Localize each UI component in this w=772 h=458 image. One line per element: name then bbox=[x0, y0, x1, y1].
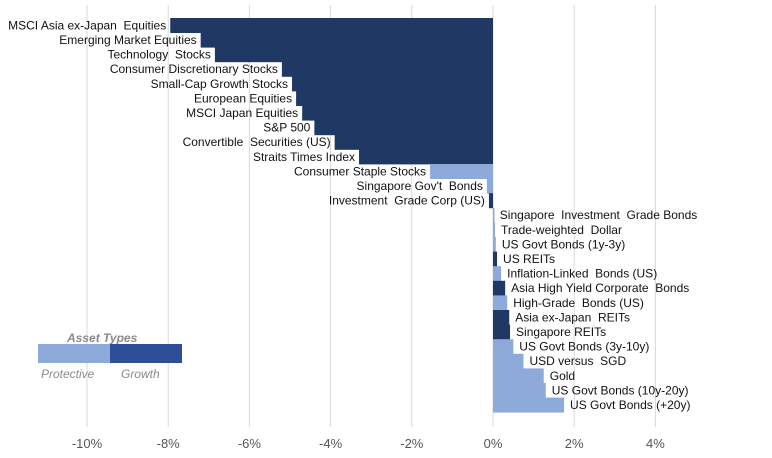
x-axis-ticks: -10% -8% -6% -4% -2% 0% 2% 4% bbox=[72, 436, 665, 451]
category-label: Singapore Gov't Bonds bbox=[357, 179, 483, 193]
bar bbox=[292, 76, 493, 92]
bar bbox=[430, 164, 493, 179]
category-label: US Govt Bonds (+20y) bbox=[570, 398, 690, 412]
bar bbox=[488, 193, 493, 209]
bar bbox=[170, 18, 494, 33]
category-label: Convertible Securities (US) bbox=[183, 135, 331, 149]
category-label: Straits Times Index bbox=[253, 150, 355, 164]
x-tick-label: -8% bbox=[157, 436, 181, 451]
bar bbox=[493, 397, 565, 413]
bar bbox=[200, 32, 493, 48]
category-label: S&P 500 bbox=[263, 121, 310, 135]
bar bbox=[486, 178, 493, 194]
category-label: Asia High Yield Corporate Bonds bbox=[511, 281, 689, 295]
bar bbox=[214, 47, 493, 63]
category-label: Consumer Staple Stocks bbox=[294, 164, 426, 178]
legend-swatch-protective bbox=[38, 344, 110, 363]
category-label: High-Grade Bonds (US) bbox=[513, 296, 644, 310]
x-tick-label: -6% bbox=[238, 436, 262, 451]
bar bbox=[493, 295, 508, 311]
category-label: Inflation-Linked Bonds (US) bbox=[507, 267, 657, 281]
legend-swatch-growth bbox=[110, 344, 182, 363]
x-tick-label: -2% bbox=[400, 436, 424, 451]
bar bbox=[302, 105, 493, 121]
category-label: European Equities bbox=[194, 91, 292, 105]
legend: Asset Types Protective Growth bbox=[38, 331, 182, 381]
bars bbox=[170, 18, 565, 413]
x-tick-label: 0% bbox=[484, 436, 503, 451]
bar bbox=[493, 266, 502, 282]
category-label: Singapore Investment Grade Bonds bbox=[500, 208, 697, 222]
bar bbox=[493, 353, 524, 369]
x-tick-label: -10% bbox=[72, 436, 103, 451]
x-tick-label: -4% bbox=[319, 436, 343, 451]
category-label: USD versus SGD bbox=[529, 354, 626, 368]
category-label: MSCI Asia ex-Japan Equities bbox=[8, 18, 166, 32]
bar bbox=[334, 134, 493, 150]
bar bbox=[281, 61, 493, 77]
bar bbox=[314, 120, 493, 136]
bar bbox=[493, 339, 514, 355]
bar bbox=[493, 207, 495, 223]
bar bbox=[493, 310, 510, 325]
bar bbox=[359, 149, 493, 165]
bar bbox=[493, 237, 496, 252]
category-label: Small-Cap Growth Stocks bbox=[151, 77, 288, 91]
category-label: Trade-weighted Dollar bbox=[501, 223, 622, 237]
x-tick-label: 4% bbox=[646, 436, 665, 451]
legend-label-protective: Protective bbox=[41, 367, 95, 381]
legend-title: Asset Types bbox=[66, 331, 138, 345]
bar bbox=[296, 91, 493, 106]
bar bbox=[493, 383, 546, 398]
bar bbox=[493, 280, 506, 296]
category-label: US REITs bbox=[503, 252, 555, 266]
category-label: Technology Stocks bbox=[107, 48, 210, 62]
category-label: US Govt Bonds (10y-20y) bbox=[552, 383, 689, 397]
bar bbox=[493, 368, 544, 384]
category-label: Asia ex-Japan REITs bbox=[515, 310, 630, 324]
category-label: Investment Grade Corp (US) bbox=[329, 194, 485, 208]
category-label: Emerging Market Equities bbox=[59, 33, 196, 47]
legend-label-growth: Growth bbox=[121, 367, 160, 381]
category-label: Singapore REITs bbox=[516, 325, 606, 339]
category-label: MSCI Japan Equities bbox=[186, 106, 298, 120]
category-label: Consumer Discretionary Stocks bbox=[110, 62, 278, 76]
category-label: Gold bbox=[550, 369, 575, 383]
bar bbox=[493, 324, 511, 340]
bar bbox=[493, 222, 496, 238]
category-label: US Govt Bonds (1y-3y) bbox=[502, 237, 625, 251]
category-label: US Govt Bonds (3y-10y) bbox=[519, 340, 649, 354]
x-tick-label: 2% bbox=[565, 436, 584, 451]
bar bbox=[493, 251, 498, 267]
